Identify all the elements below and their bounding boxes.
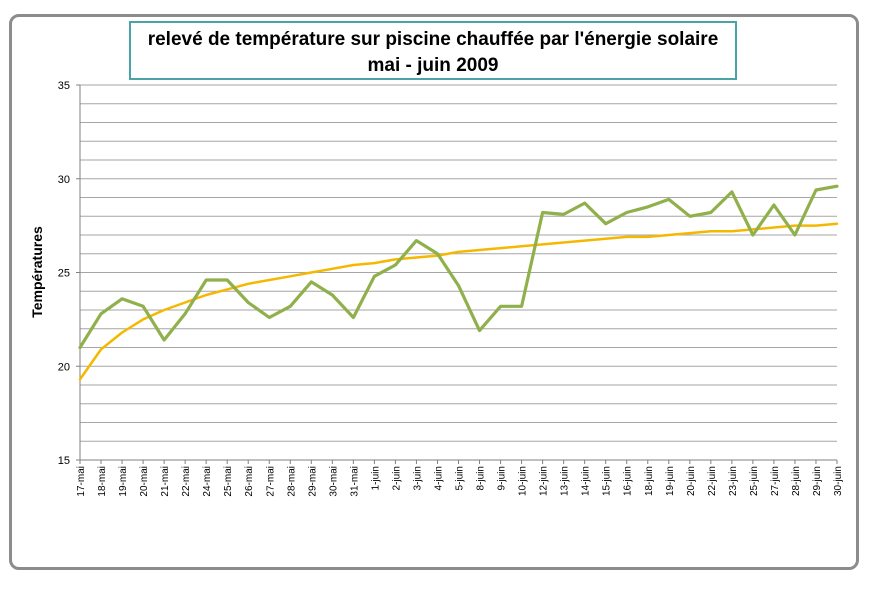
chart-title: relevé de température sur piscine chauff…	[147, 29, 719, 50]
x-tick-label: 19-mai	[118, 466, 129, 497]
x-tick-labels: 17-mai 18-mai 19-mai 20-mai 21-mai 22-mai 24-m…	[76, 460, 844, 497]
x-tick-label: 12-juin	[539, 466, 550, 496]
x-tick-label: 4-juin	[433, 466, 444, 490]
x-tick-label: 15-juin	[602, 466, 613, 496]
y-tick-label: 25	[58, 268, 70, 280]
grid-lines	[80, 84, 837, 461]
chart-frame	[9, 14, 859, 570]
x-tick-label: 29-mai	[307, 466, 318, 497]
x-tick-label: 23-juin	[728, 466, 739, 496]
chart-title-box: relevé de température sur piscine chauff…	[129, 21, 737, 80]
x-tick-label: 13-juin	[560, 466, 571, 496]
x-tick-label: 31-mai	[349, 466, 360, 497]
x-tick-label: 8-juin	[476, 466, 487, 490]
x-tick-label: 18-mai	[97, 466, 108, 497]
x-tick-label: 19-juin	[665, 466, 676, 496]
x-tick-label: 10-juin	[518, 466, 529, 496]
series-line	[78, 184, 839, 350]
y-tick-label: 15	[58, 455, 70, 467]
x-tick-label: 21-mai	[160, 466, 171, 497]
x-tick-label: 24-mai	[202, 466, 213, 497]
series-lines	[78, 184, 839, 350]
x-tick-label: 5-juin	[455, 466, 466, 490]
x-tick-label: 29-juin	[812, 466, 823, 496]
x-tick-label: 30-juin	[833, 466, 844, 496]
y-axis-label: Températures	[29, 226, 45, 318]
x-tick-label: 20-mai	[139, 466, 150, 497]
x-tick-label: 3-juin	[412, 466, 423, 490]
y-tick-label: 30	[58, 174, 70, 186]
x-tick-label: 14-juin	[581, 466, 592, 496]
x-tick-label: 20-juin	[686, 466, 697, 496]
x-tick-label: 25-juin	[749, 466, 760, 496]
x-tick-label: 28-mai	[286, 466, 297, 497]
x-tick-label: 22-juin	[707, 466, 718, 496]
x-tick-label: 26-mai	[244, 466, 255, 497]
chart-subtitle: mai - juin 2009	[367, 55, 499, 76]
x-tick-label: 27-juin	[770, 466, 781, 496]
x-tick-label: 25-mai	[223, 466, 234, 497]
x-tick-label: 16-juin	[623, 466, 634, 496]
y-tick-label: 20	[58, 361, 70, 373]
trendline-path	[78, 222, 839, 381]
x-tick-label: 1-juin	[370, 466, 381, 490]
x-tick-label: 30-mai	[328, 466, 339, 497]
x-tick-label: 9-juin	[497, 466, 508, 490]
y-tick-label: 35	[58, 80, 70, 92]
x-tick-label: 17-mai	[76, 466, 87, 497]
x-tick-label: 22-mai	[181, 466, 192, 497]
x-tick-label: 28-juin	[791, 466, 802, 496]
x-tick-label: 27-mai	[265, 466, 276, 497]
trendline	[78, 222, 839, 381]
x-tick-label: 2-juin	[391, 466, 402, 490]
y-tick-labels: 15 20 25 30 35	[58, 80, 80, 467]
x-tick-label: 18-juin	[644, 466, 655, 496]
